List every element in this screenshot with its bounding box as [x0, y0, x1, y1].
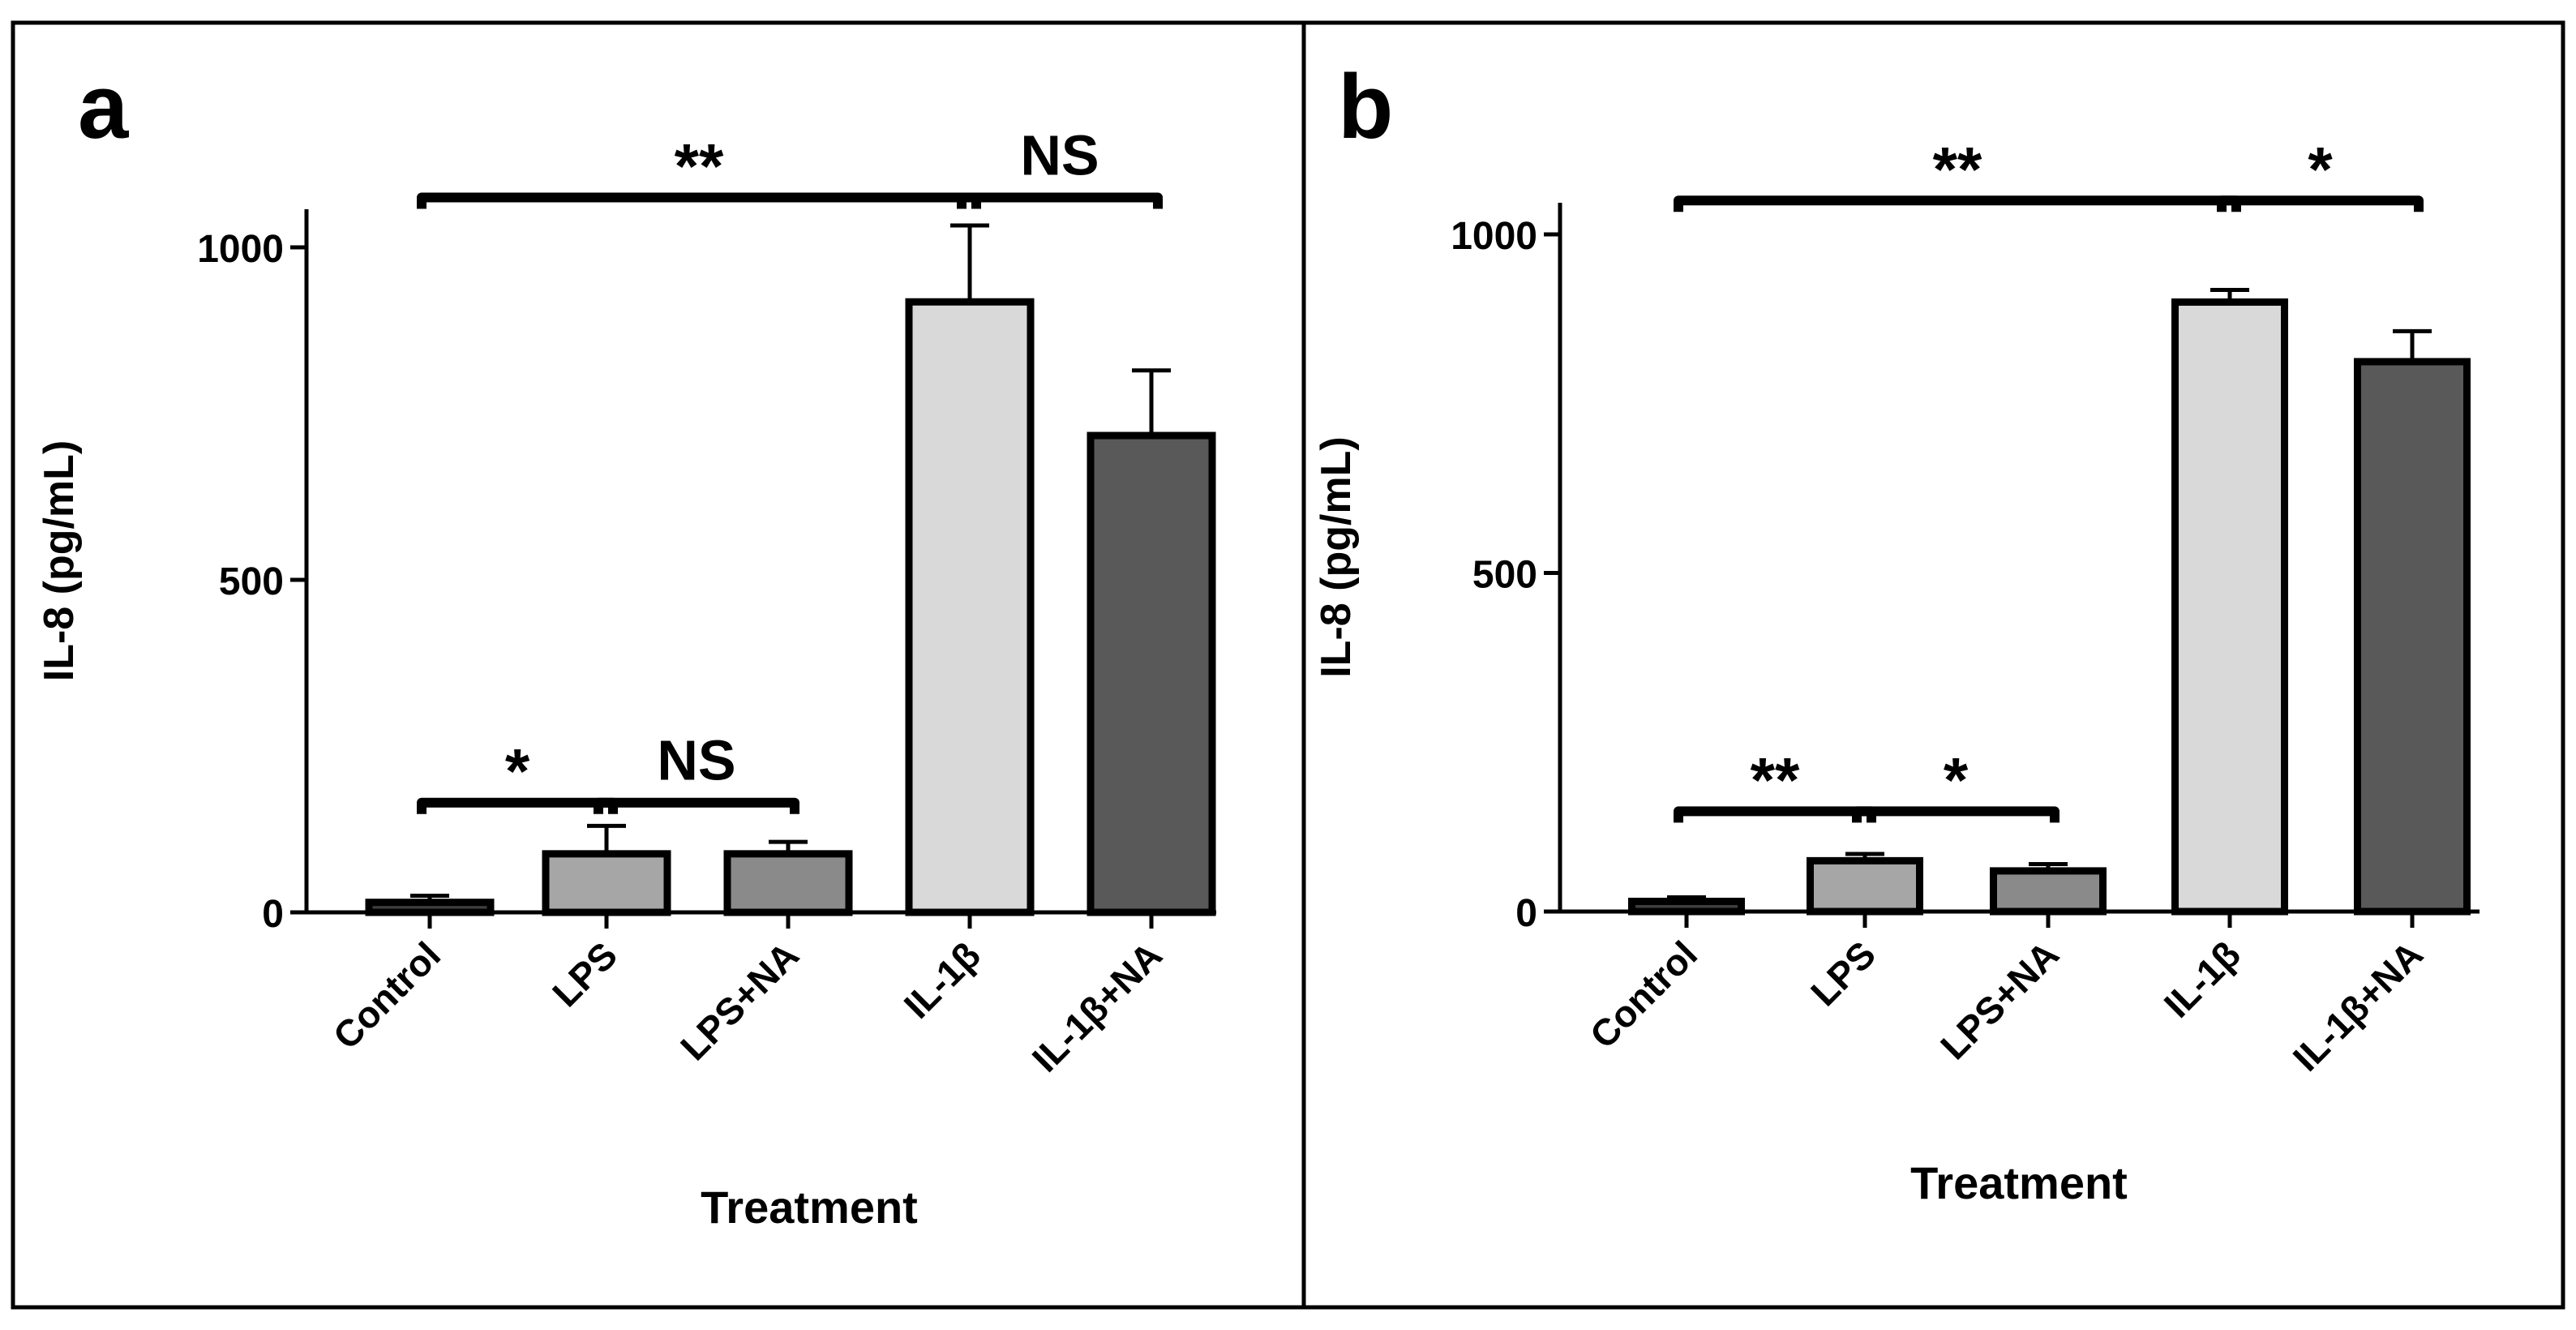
panel-a-significance-bracket	[957, 192, 1163, 209]
panel-b-y-axis-label: IL-8 (pg/mL)	[1313, 436, 1360, 678]
panel-a-significance-label: *	[505, 736, 530, 807]
panel-b-y-tick-label: 1000	[1451, 215, 1537, 258]
panel-b-frame	[1301, 20, 2565, 1310]
panel-a-y-tick-label: 1000	[197, 228, 284, 271]
panel-b-x-axis-label: Treatment	[1910, 1157, 2128, 1208]
panel-b-significance-label: **	[1933, 133, 1982, 204]
panel-a-significance-label: NS	[657, 729, 735, 792]
panel-a-significance-bracket	[594, 797, 799, 814]
panel-b-bar	[2354, 358, 2471, 916]
panel-a-y-axis-label: IL-8 (pg/mL)	[36, 440, 83, 682]
panel-a-bar	[723, 850, 853, 916]
panel-a-y-tick-label: 0	[262, 893, 284, 936]
panel-b-bar	[1807, 856, 1923, 916]
panel-b-significance-bracket	[2217, 195, 2424, 212]
panel-a-significance-bracket	[417, 192, 981, 209]
panel-b-significance-bracket	[1852, 806, 2060, 823]
panel-a-bar	[542, 850, 671, 916]
panel-b-significance-label: *	[1944, 744, 1969, 815]
panel-a-y-tick-label: 500	[219, 560, 284, 603]
panel-a-bar	[905, 298, 1035, 916]
panel-a-significance-bracket	[417, 797, 618, 814]
panel-b-significance-bracket	[1674, 195, 2241, 212]
panel-a-significance-label: NS	[1020, 124, 1099, 187]
panel-b-bar	[1628, 897, 1745, 916]
panel-b-significance-label: **	[1751, 744, 1800, 815]
panel-a-bar	[365, 899, 495, 916]
panel-b-significance-bracket	[1674, 806, 1876, 823]
panel-b-y-tick-label: 0	[1515, 892, 1537, 935]
panel-a-x-axis-label: Treatment	[701, 1182, 918, 1233]
panel-a-label: a	[78, 56, 129, 157]
panel-b-significance-label: *	[2308, 133, 2333, 204]
panel-a-significance-label: **	[675, 131, 724, 202]
panel-b-y-tick-label: 500	[1472, 554, 1537, 597]
panel-b-label: b	[1338, 56, 1393, 157]
panel-b-bar	[1990, 867, 2107, 916]
panel-b-bar	[2171, 298, 2288, 916]
panel-a-bar	[1087, 431, 1216, 916]
